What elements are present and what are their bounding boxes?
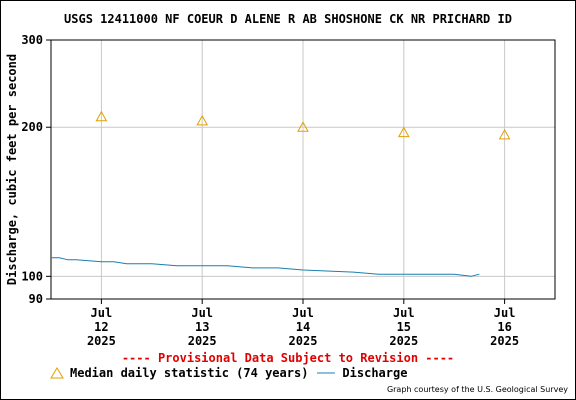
median-marker [297, 121, 309, 132]
x-tick-label: Jul 15 2025 [389, 306, 418, 348]
legend-item-median: Median daily statistic (74 years) [50, 366, 308, 380]
legend-label-discharge: Discharge [342, 366, 408, 380]
x-tick-label: Jul 13 2025 [188, 306, 217, 348]
axis-layer: 300 200 100 90 Jul 12 2025 Jul 13 2025 Jul 14 2025 Ju… [5, 33, 556, 348]
median-marker [498, 128, 511, 140]
legend-label-median: Median daily statistic (74 years) [70, 366, 309, 380]
legend: Median daily statistic (74 years) Discha… [50, 366, 415, 380]
provisional-notice: ---- Provisional Data Subject to Revisio… [121, 351, 455, 365]
y-tick-label: 300 [21, 33, 43, 47]
plot-area-border [50, 39, 556, 300]
triangle-icon [50, 367, 64, 379]
median-marker [196, 114, 209, 126]
median-marker [95, 110, 108, 122]
y-tick-label: 200 [21, 120, 43, 134]
chart-title: USGS 12411000 NF COEUR D ALENE R AB SHOS… [64, 12, 512, 26]
y-axis-label: Discharge, cubic feet per second [5, 54, 19, 285]
y-tick-label: 90 [29, 292, 43, 306]
grid-layer [51, 39, 555, 300]
data-layer [51, 110, 511, 277]
y-tick-label: 100 [21, 269, 43, 283]
graph-credit: Graph courtesy of the U.S. Geological Su… [386, 385, 568, 394]
median-marker [397, 126, 410, 138]
legend-item-discharge: Discharge [316, 366, 407, 380]
discharge-line [51, 257, 480, 277]
x-tick-label: Jul 12 2025 [87, 306, 116, 348]
line-icon [317, 372, 336, 374]
x-tick-label: Jul 14 2025 [289, 306, 318, 348]
x-tick-label: Jul 16 2025 [490, 306, 519, 348]
